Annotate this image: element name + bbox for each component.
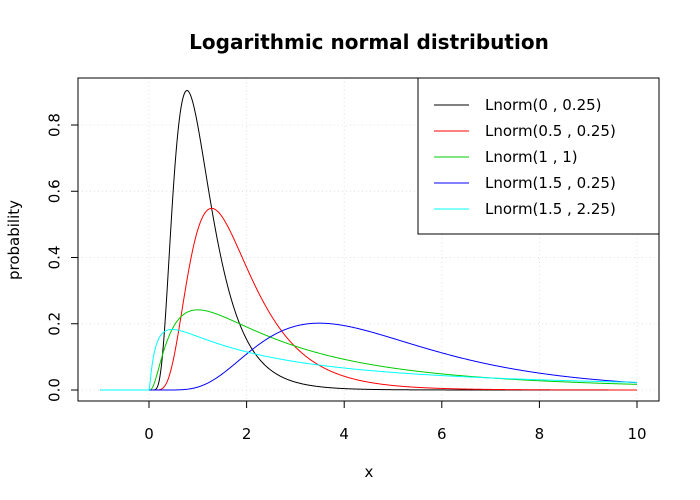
series-line-3 (100, 322, 638, 391)
series-line-1 (100, 207, 637, 391)
x-tick-label: 2 (242, 425, 252, 443)
x-tick-label: 0 (144, 425, 154, 443)
x-tick-label: 10 (627, 425, 646, 443)
y-tick-label: 0.8 (46, 113, 64, 137)
series-line-4 (100, 328, 638, 391)
y-tick-label: 0.4 (46, 246, 64, 270)
chart-title: Logarithmic normal distribution (189, 30, 549, 54)
legend-box (417, 77, 660, 235)
y-tick-label: 0.2 (46, 312, 64, 336)
series-line-2 (100, 309, 638, 391)
y-tick-label: 0.6 (46, 179, 64, 203)
x-tick-label: 4 (339, 425, 349, 443)
legend-label: Lnorm(0.5 , 0.25) (485, 122, 616, 140)
series-lines (100, 89, 638, 391)
legend: Lnorm(0 , 0.25) Lnorm(0.5 , 0.25) Lnorm(1 … (417, 77, 660, 235)
legend-label: Lnorm(0 , 0.25) (485, 96, 602, 114)
x-tick-label: 8 (535, 425, 545, 443)
x-tick-label: 6 (437, 425, 447, 443)
legend-label: Lnorm(1.5 , 0.25) (485, 174, 616, 192)
legend-label: Lnorm(1 , 1) (485, 148, 578, 166)
x-axis: 0 2 4 6 8 10 (144, 400, 647, 443)
y-tick-label: 0.0 (46, 378, 64, 402)
legend-label: Lnorm(1.5 , 2.25) (485, 200, 616, 218)
y-axis-label: probability (5, 200, 23, 280)
y-axis: 0.0 0.2 0.4 0.6 0.8 (46, 113, 79, 402)
x-axis-label: x (365, 463, 374, 481)
